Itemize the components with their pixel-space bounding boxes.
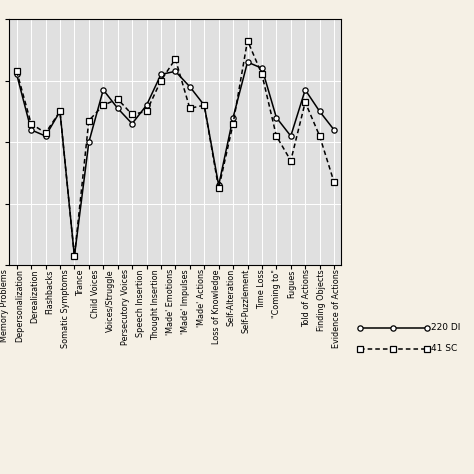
41 SC — [230, 121, 236, 127]
Text: Memory Problems: Memory Problems — [0, 269, 9, 342]
220 DI — [129, 121, 135, 127]
220 DI — [115, 106, 120, 111]
220 DI — [173, 69, 178, 74]
Text: Persecutory Voices: Persecutory Voices — [121, 269, 130, 345]
Text: Finding Objects: Finding Objects — [317, 269, 326, 331]
41 SC — [158, 78, 164, 83]
Text: Depersonalization: Depersonalization — [16, 269, 25, 342]
Text: Thought Insertion: Thought Insertion — [151, 269, 160, 340]
220 DI — [259, 65, 265, 71]
220 DI — [302, 87, 308, 93]
220 DI — [72, 253, 77, 259]
Text: Evidence of Actions: Evidence of Actions — [332, 269, 341, 348]
220 DI — [158, 72, 164, 77]
41 SC — [245, 38, 250, 44]
Text: Self-Puzzlement: Self-Puzzlement — [242, 269, 251, 334]
220 DI — [273, 115, 279, 120]
41 SC — [302, 100, 308, 105]
Text: Speech Insertion: Speech Insertion — [136, 269, 145, 337]
220 DI — [43, 133, 48, 139]
Text: "Coming to": "Coming to" — [272, 269, 281, 318]
Text: Time Loss: Time Loss — [257, 269, 266, 309]
220 DI — [331, 127, 337, 133]
220 DI — [144, 102, 149, 108]
Text: Derealization: Derealization — [31, 269, 40, 323]
41 SC — [57, 109, 63, 114]
41 SC — [201, 102, 207, 108]
220 DI — [216, 182, 221, 188]
220 DI — [187, 84, 192, 90]
41 SC — [100, 102, 106, 108]
41 SC — [216, 186, 221, 191]
41 SC — [331, 180, 337, 185]
41 SC — [72, 253, 77, 259]
Text: Somatic Symptoms: Somatic Symptoms — [61, 269, 70, 348]
Text: 'Made' Actions: 'Made' Actions — [197, 269, 206, 328]
Text: Self-Alteration: Self-Alteration — [227, 269, 236, 327]
41 SC — [173, 56, 178, 62]
220 DI — [288, 133, 293, 139]
41 SC — [317, 133, 322, 139]
41 SC — [187, 106, 192, 111]
41 SC — [129, 112, 135, 118]
41 SC — [86, 118, 91, 124]
Text: 220 DI: 220 DI — [431, 323, 461, 332]
41 SC — [14, 69, 19, 74]
220 DI — [245, 59, 250, 65]
41 SC — [115, 96, 120, 102]
220 DI — [230, 115, 236, 120]
Text: 'Made' Impulses: 'Made' Impulses — [182, 269, 191, 334]
Text: 41 SC: 41 SC — [431, 345, 457, 353]
220 DI — [100, 87, 106, 93]
Line: 220 DI: 220 DI — [14, 59, 337, 259]
Text: Flashbacks: Flashbacks — [46, 269, 55, 314]
Text: Child Voices: Child Voices — [91, 269, 100, 318]
Text: Fugues: Fugues — [287, 269, 296, 298]
220 DI — [86, 139, 91, 145]
220 DI — [28, 127, 34, 133]
Text: 'Made' Emotions: 'Made' Emotions — [166, 269, 175, 336]
41 SC — [259, 72, 265, 77]
Text: Trance: Trance — [76, 269, 85, 296]
220 DI — [317, 109, 322, 114]
Text: Told of Actions: Told of Actions — [302, 269, 311, 327]
41 SC — [28, 121, 34, 127]
Line: 41 SC: 41 SC — [14, 38, 337, 259]
220 DI — [201, 102, 207, 108]
41 SC — [144, 109, 149, 114]
220 DI — [57, 109, 63, 114]
41 SC — [273, 133, 279, 139]
220 DI — [14, 72, 19, 77]
41 SC — [288, 158, 293, 164]
Text: Voices/Struggle: Voices/Struggle — [106, 269, 115, 332]
41 SC — [43, 130, 48, 136]
Text: Loss of Knowledge: Loss of Knowledge — [211, 269, 220, 344]
